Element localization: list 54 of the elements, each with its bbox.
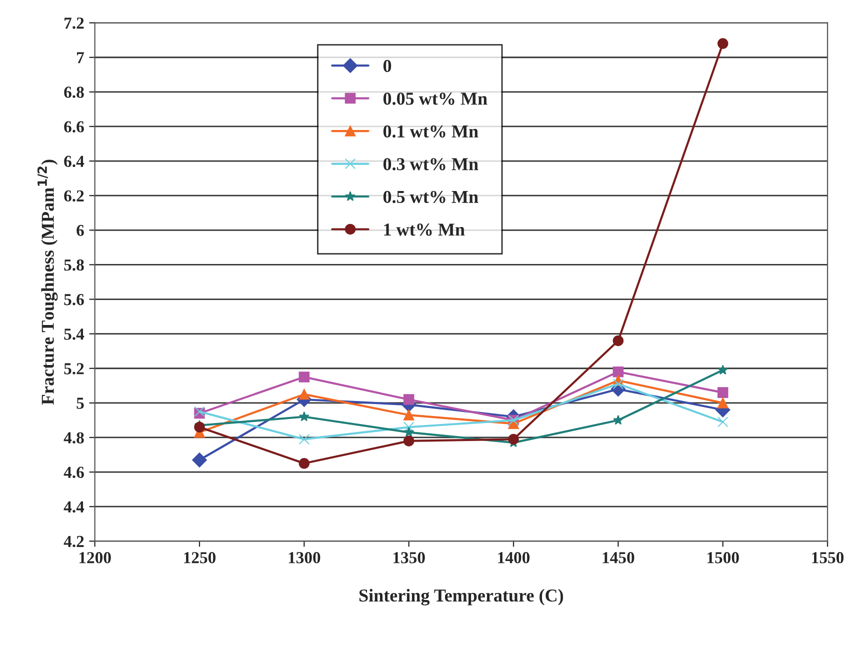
point <box>298 388 310 400</box>
point <box>299 411 310 422</box>
legend-label: 1 wt% Mn <box>384 224 465 236</box>
x-tick-label: 1300 <box>288 552 320 564</box>
y-tick-label: 5.2 <box>64 363 84 374</box>
y-tick-label: 6.4 <box>64 156 84 168</box>
y-tick-label: 4.8 <box>64 432 84 444</box>
x-tick-label: 1350 <box>394 552 425 564</box>
point <box>403 422 414 433</box>
y-tick-label: 4.6 <box>64 466 84 478</box>
x-tick-label: 1450 <box>602 552 634 564</box>
legend-label: 0 <box>383 60 392 72</box>
point <box>403 394 414 405</box>
point <box>404 426 414 437</box>
x-axis-title: Sintering Temperature (C) <box>359 588 564 606</box>
point <box>717 387 728 398</box>
legend-label: 0.5 wt% Mn <box>383 190 478 204</box>
y-tick-label: 5 <box>76 398 84 409</box>
y-tick-label: 4.4 <box>64 501 84 513</box>
point <box>508 434 519 445</box>
x-tick-label: 1200 <box>79 552 111 564</box>
point <box>613 414 624 425</box>
point <box>717 38 728 49</box>
point <box>298 458 310 469</box>
point <box>403 410 414 420</box>
point <box>717 416 728 428</box>
y-tick-label: 7.2 <box>64 18 84 29</box>
y-axis-title: Fracture Toughness (MPam$^{1/2}$) <box>37 160 58 405</box>
point <box>298 434 310 445</box>
y-tick-label: 5.6 <box>64 294 84 306</box>
x-tick-label: 1250 <box>184 552 216 564</box>
x-tick-label: 1550 <box>812 552 844 564</box>
point <box>298 372 310 382</box>
y-tick-label: 6 <box>76 224 84 236</box>
legend-label: 0.05 wt% Mn <box>383 92 488 105</box>
point <box>612 378 624 390</box>
legend-label: 0.3 wt% Mn <box>383 158 478 170</box>
point <box>612 335 624 346</box>
point <box>612 366 624 378</box>
point <box>718 364 728 375</box>
point <box>192 452 207 468</box>
x-tick-label: 1400 <box>498 552 530 564</box>
point <box>403 436 414 446</box>
point <box>194 422 205 433</box>
y-tick-label: 6.2 <box>64 190 84 202</box>
point <box>717 398 728 408</box>
y-tick-label: 6.6 <box>64 121 84 133</box>
legend-label: 0.1 wt% Mn <box>383 125 478 138</box>
y-tick-label: 5.8 <box>64 259 84 271</box>
y-tick-label: 6.8 <box>64 86 84 98</box>
y-tick-label: 5.4 <box>64 328 84 340</box>
y-tick-label: 7 <box>77 52 84 64</box>
x-tick-label: 1500 <box>708 552 739 564</box>
y-tick-label: 4.2 <box>64 536 84 548</box>
